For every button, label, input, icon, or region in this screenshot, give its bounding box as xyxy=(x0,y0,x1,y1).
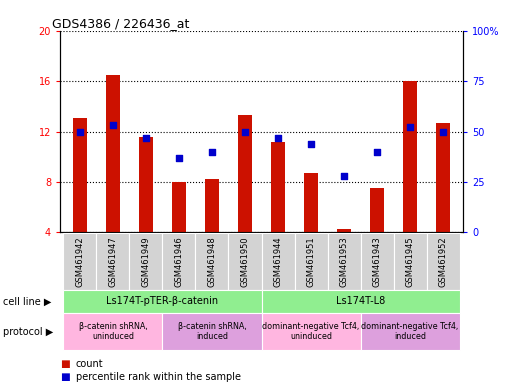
Text: GSM461946: GSM461946 xyxy=(175,236,184,287)
Bar xyxy=(271,142,285,232)
Bar xyxy=(337,228,350,232)
Text: Ls174T-pTER-β-catenin: Ls174T-pTER-β-catenin xyxy=(106,296,219,306)
FancyBboxPatch shape xyxy=(63,313,163,350)
Text: Ls174T-L8: Ls174T-L8 xyxy=(336,296,385,306)
Text: GSM461944: GSM461944 xyxy=(274,236,282,287)
Text: GSM461942: GSM461942 xyxy=(75,236,84,287)
Point xyxy=(208,149,216,155)
Text: ■: ■ xyxy=(60,372,70,382)
FancyBboxPatch shape xyxy=(262,313,360,350)
FancyBboxPatch shape xyxy=(262,233,294,290)
Text: GDS4386 / 226436_at: GDS4386 / 226436_at xyxy=(52,17,189,30)
Bar xyxy=(304,173,317,232)
FancyBboxPatch shape xyxy=(427,233,460,290)
Bar xyxy=(370,188,384,232)
Text: β-catenin shRNA,
induced: β-catenin shRNA, induced xyxy=(178,322,246,341)
Bar xyxy=(238,115,252,232)
FancyBboxPatch shape xyxy=(360,233,393,290)
FancyBboxPatch shape xyxy=(393,233,427,290)
FancyBboxPatch shape xyxy=(262,290,460,313)
Point xyxy=(175,155,183,161)
Text: GSM461948: GSM461948 xyxy=(208,236,217,287)
Bar xyxy=(403,81,417,232)
Point xyxy=(241,128,249,135)
FancyBboxPatch shape xyxy=(63,290,262,313)
Point xyxy=(340,173,348,179)
Bar xyxy=(106,75,120,232)
Bar xyxy=(73,118,86,232)
Text: protocol ▶: protocol ▶ xyxy=(3,326,53,337)
Text: GSM461951: GSM461951 xyxy=(306,236,315,287)
Text: dominant-negative Tcf4,
induced: dominant-negative Tcf4, induced xyxy=(361,322,459,341)
Text: GSM461949: GSM461949 xyxy=(141,236,151,287)
FancyBboxPatch shape xyxy=(163,233,196,290)
Bar xyxy=(139,137,153,232)
Bar xyxy=(173,182,186,232)
Text: percentile rank within the sample: percentile rank within the sample xyxy=(76,372,241,382)
Text: GSM461943: GSM461943 xyxy=(372,236,382,287)
Point xyxy=(406,124,414,131)
FancyBboxPatch shape xyxy=(96,233,130,290)
FancyBboxPatch shape xyxy=(360,313,460,350)
Point xyxy=(274,134,282,141)
FancyBboxPatch shape xyxy=(327,233,360,290)
Text: ■: ■ xyxy=(60,359,70,369)
FancyBboxPatch shape xyxy=(229,233,262,290)
Text: GSM461947: GSM461947 xyxy=(108,236,118,287)
Point xyxy=(373,149,381,155)
Bar xyxy=(437,123,450,232)
Text: count: count xyxy=(76,359,104,369)
FancyBboxPatch shape xyxy=(163,313,262,350)
Point xyxy=(307,141,315,147)
Text: cell line ▶: cell line ▶ xyxy=(3,296,51,306)
Text: β-catenin shRNA,
uninduced: β-catenin shRNA, uninduced xyxy=(78,322,147,341)
Point xyxy=(109,122,117,129)
Text: dominant-negative Tcf4,
uninduced: dominant-negative Tcf4, uninduced xyxy=(263,322,360,341)
Point xyxy=(76,128,84,135)
Text: GSM461953: GSM461953 xyxy=(339,236,348,287)
FancyBboxPatch shape xyxy=(196,233,229,290)
Text: GSM461945: GSM461945 xyxy=(405,236,415,287)
FancyBboxPatch shape xyxy=(63,233,96,290)
Bar xyxy=(206,179,219,232)
Text: GSM461952: GSM461952 xyxy=(439,236,448,287)
Point xyxy=(439,128,447,135)
Point xyxy=(142,134,150,141)
FancyBboxPatch shape xyxy=(130,233,163,290)
Text: GSM461950: GSM461950 xyxy=(241,236,249,287)
FancyBboxPatch shape xyxy=(294,233,327,290)
